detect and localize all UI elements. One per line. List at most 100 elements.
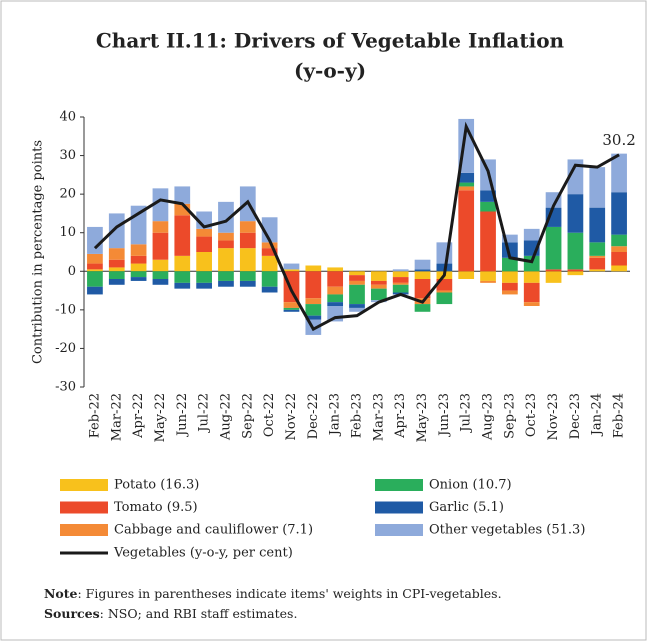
bar-segment — [480, 280, 496, 283]
y-tick-label: 20 — [59, 187, 76, 202]
bar-segment — [589, 269, 606, 272]
bar-segment — [218, 271, 234, 281]
x-tick-label: May-23 — [415, 393, 430, 442]
bar-segment — [152, 279, 169, 285]
bar-segment — [108, 271, 125, 279]
bar-segment — [130, 271, 147, 278]
bar-segment — [545, 269, 562, 272]
bar-segment — [218, 248, 234, 272]
bar-segment — [196, 236, 212, 252]
bar-segment — [261, 286, 278, 293]
bar-segment — [611, 246, 627, 252]
bar-segment — [523, 302, 540, 306]
bar-segment — [611, 153, 627, 193]
x-tick-label: Jul-23 — [459, 393, 474, 434]
bar-segment — [108, 213, 125, 249]
bar-segment — [239, 248, 256, 272]
bar-segment — [327, 286, 344, 295]
bar-segment — [130, 277, 147, 281]
x-tick-label: Feb-22 — [87, 393, 102, 438]
bar-segment — [545, 271, 562, 283]
bar-segment — [502, 271, 518, 283]
bar-segment — [414, 271, 431, 279]
bar-segment — [196, 252, 212, 272]
bar-segment — [87, 286, 103, 295]
x-tick-label: Nov-22 — [284, 393, 299, 440]
bar-segment — [502, 257, 518, 272]
bar-segment — [218, 232, 234, 241]
bar-segment — [196, 228, 212, 237]
legend-label: Vegetables (y-o-y, per cent) — [113, 546, 293, 561]
y-tick-label: 30 — [59, 148, 76, 163]
bar-segment — [327, 302, 344, 306]
note-label: Note — [44, 586, 78, 601]
bar-segment — [152, 188, 169, 222]
bar-segment — [458, 190, 475, 272]
bar-segment — [174, 271, 191, 283]
bar-segment — [458, 186, 475, 191]
bar-segment — [502, 282, 518, 291]
y-tick-label: 10 — [59, 225, 76, 240]
bar-segment — [218, 280, 234, 287]
x-tick-label: Jun-23 — [437, 393, 452, 438]
bar-segment — [87, 263, 103, 270]
bar-segment — [414, 304, 431, 312]
bar-segment — [392, 284, 409, 293]
bar-segment — [392, 277, 409, 283]
bar-segment — [196, 271, 212, 283]
bar-segment — [349, 307, 365, 312]
bar-segment — [349, 304, 365, 308]
bar-segment — [87, 269, 103, 272]
bar-segment — [130, 263, 147, 272]
x-tick-label: Sep-22 — [240, 393, 255, 439]
legend-label: Potato (16.3) — [114, 478, 199, 493]
bar-segment — [436, 290, 453, 293]
bar-segment — [327, 294, 344, 303]
bar-segment — [480, 201, 496, 212]
y-tick-label: 0 — [68, 264, 76, 279]
bar-segment — [567, 232, 584, 270]
bar-segment — [174, 255, 191, 272]
bar-segment — [567, 269, 584, 272]
x-tick-label: Oct-22 — [262, 393, 277, 437]
data-label: 30.2 — [602, 131, 635, 149]
bar-segment — [349, 275, 365, 281]
x-tick-label: Feb-23 — [350, 393, 365, 438]
bar-segment — [611, 265, 627, 272]
bar-segment — [218, 201, 234, 233]
bar-segment — [480, 271, 496, 281]
bar-segment — [392, 271, 409, 278]
legend-label: Cabbage and cauliflower (7.1) — [114, 523, 313, 538]
y-axis-label: Contribution in percentage points — [31, 140, 46, 364]
sources-label: Sources — [44, 606, 100, 621]
bar-segment — [589, 255, 606, 258]
bar-segment — [589, 167, 606, 208]
bar-segment — [370, 284, 387, 289]
x-tick-label: May-22 — [153, 393, 168, 442]
bar-segment — [611, 234, 627, 247]
bar-segment — [305, 298, 322, 305]
bar-segment — [611, 252, 627, 266]
legend-swatch — [60, 501, 108, 514]
bar-segment — [480, 190, 496, 202]
bar-segment — [283, 307, 300, 310]
bar-segment — [458, 182, 475, 187]
bar-segment — [414, 279, 431, 299]
x-tick-label: Dec-22 — [306, 393, 321, 439]
line — [93, 121, 620, 332]
bar-segment — [458, 172, 475, 183]
legend-label: Garlic (5.1) — [429, 500, 504, 515]
bar-segment — [370, 280, 387, 285]
bar-segment — [414, 259, 431, 270]
legend-swatch — [375, 501, 423, 514]
x-tick-label: Feb-24 — [612, 393, 627, 438]
x-tick-label: Oct-23 — [524, 393, 539, 437]
note: Note: Figures in parentheses indicate it… — [44, 586, 502, 601]
bar-segment — [174, 282, 191, 289]
bar-segment — [108, 267, 125, 272]
bar-segment — [152, 271, 169, 279]
legend-swatch — [375, 479, 423, 491]
bar-segment — [392, 269, 409, 272]
x-tick-label: Jan-23 — [328, 393, 343, 437]
